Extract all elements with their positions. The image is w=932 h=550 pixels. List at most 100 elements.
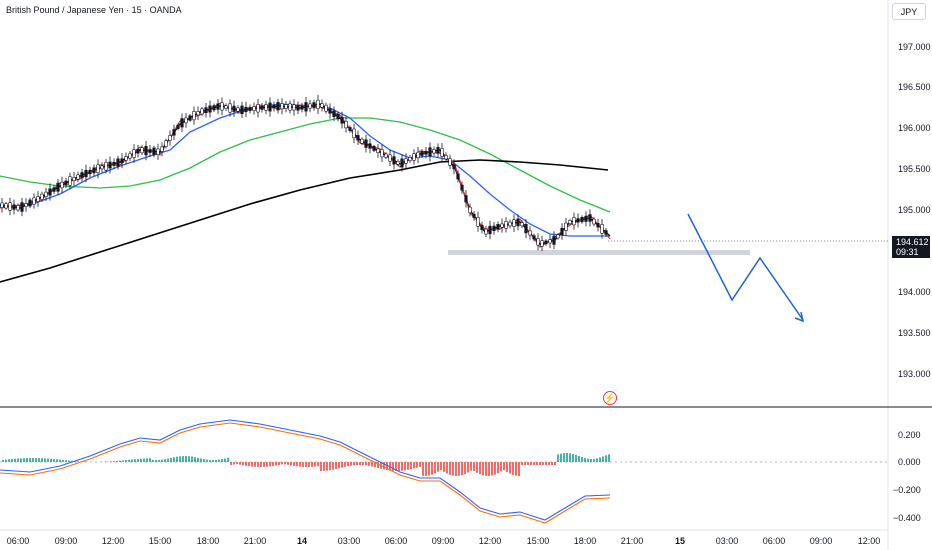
time-label: 09:00: [809, 536, 833, 546]
macd-histogram-bar: [464, 462, 466, 474]
candle-body: [336, 113, 340, 120]
candle-body: [504, 221, 508, 229]
macd-histogram-bar: [557, 454, 559, 462]
macd-histogram-bar: [26, 458, 28, 462]
candle-body: [144, 146, 148, 156]
candle-body: [304, 102, 308, 112]
macd-histogram-bar: [128, 459, 130, 462]
candle-body: [296, 105, 300, 111]
candle-body: [368, 143, 372, 149]
macd-histogram-bar: [260, 462, 262, 467]
macd-histogram-bar: [29, 458, 31, 462]
candle-body: [40, 193, 44, 200]
macd-histogram-bar: [596, 458, 598, 462]
macd-histogram-bar: [278, 462, 280, 465]
macd-histogram-bar: [122, 460, 124, 462]
macd-histogram-bar: [575, 454, 577, 462]
macd-histogram-bar: [470, 462, 472, 471]
macd-histogram-bar: [605, 455, 607, 462]
macd-histogram-bar: [56, 459, 58, 462]
macd-histogram-bar: [176, 456, 178, 462]
candle-body: [500, 223, 504, 228]
macd-histogram-bar: [212, 459, 214, 462]
macd-histogram-bar: [569, 453, 571, 462]
macd-histogram-bar: [194, 457, 196, 462]
candle-body: [556, 234, 560, 239]
candle-body: [108, 161, 112, 169]
macd-histogram-bar: [581, 457, 583, 462]
macd-histogram-bar: [401, 462, 403, 471]
macd-histogram-bar: [437, 462, 439, 472]
candle-body: [324, 104, 328, 112]
macd-histogram-bar: [500, 462, 502, 472]
candle-body: [276, 102, 280, 111]
time-label-day: 15: [674, 536, 686, 546]
oscillator-label: −0.400: [893, 513, 921, 523]
candle-body: [332, 110, 336, 118]
time-label: 06:00: [6, 536, 30, 546]
lightning-icon[interactable]: ⚡: [603, 391, 617, 405]
macd-histogram-bar: [314, 462, 316, 467]
candle-body: [408, 157, 412, 161]
candle-body: [52, 187, 56, 192]
candle-body: [24, 203, 28, 207]
macd-histogram-bar: [41, 458, 43, 462]
macd-histogram-bar: [353, 462, 355, 466]
macd-histogram-bar: [269, 462, 271, 467]
candle-body: [512, 219, 516, 227]
candle-body: [56, 182, 60, 192]
macd-histogram-bar: [521, 462, 523, 465]
candle-body: [120, 158, 124, 164]
currency-button[interactable]: JPY: [892, 3, 926, 20]
oscillator-label: 0.000: [898, 457, 921, 467]
price-label: 195.500: [898, 164, 931, 174]
candle-body: [280, 103, 284, 110]
candle-body: [340, 116, 344, 124]
macd-histogram-bar: [443, 462, 445, 472]
macd-histogram-bar: [116, 460, 118, 462]
candle-body: [568, 220, 572, 224]
macd-histogram-bar: [326, 462, 328, 471]
candle-body: [300, 105, 304, 110]
candle-body: [248, 107, 252, 111]
candle-body: [356, 135, 360, 141]
time-label: 15:00: [148, 536, 172, 546]
candle-body: [496, 224, 500, 230]
candle-body: [192, 111, 196, 121]
macd-histogram-bar: [425, 462, 427, 476]
ma-green-line: [0, 117, 611, 213]
macd-histogram-bar: [218, 459, 220, 462]
macd-histogram-bar: [608, 454, 610, 462]
macd-histogram-bar: [170, 457, 172, 462]
candle-body: [544, 240, 548, 245]
macd-histogram-bar: [230, 462, 232, 466]
macd-histogram-bar: [158, 459, 160, 462]
candle-body: [116, 158, 120, 167]
macd-histogram-bar: [35, 458, 37, 462]
macd-histogram-bar: [221, 459, 223, 462]
macd-histogram-bar: [566, 453, 568, 462]
candle-body: [88, 169, 92, 175]
candle-body: [492, 225, 496, 232]
candle-body: [36, 196, 40, 202]
candle-body: [228, 103, 232, 113]
candle-body: [4, 203, 8, 209]
price-label: 196.000: [898, 123, 931, 133]
candle-body: [584, 215, 588, 222]
candle-body: [104, 161, 108, 171]
macd-histogram-bar: [422, 462, 424, 476]
macd-histogram-bar: [572, 453, 574, 462]
candle-body: [260, 105, 264, 110]
candle-body: [196, 111, 200, 116]
macd-histogram-bar: [344, 462, 346, 467]
macd-histogram-bar: [8, 459, 10, 462]
candle-body: [472, 213, 476, 218]
macd-histogram-bar: [224, 458, 226, 462]
time-label: 18:00: [573, 536, 597, 546]
macd-histogram-bar: [329, 462, 331, 471]
macd-histogram-bar: [449, 462, 451, 475]
candle-body: [188, 115, 192, 121]
candle-body: [60, 181, 64, 189]
macd-line: [0, 419, 611, 521]
